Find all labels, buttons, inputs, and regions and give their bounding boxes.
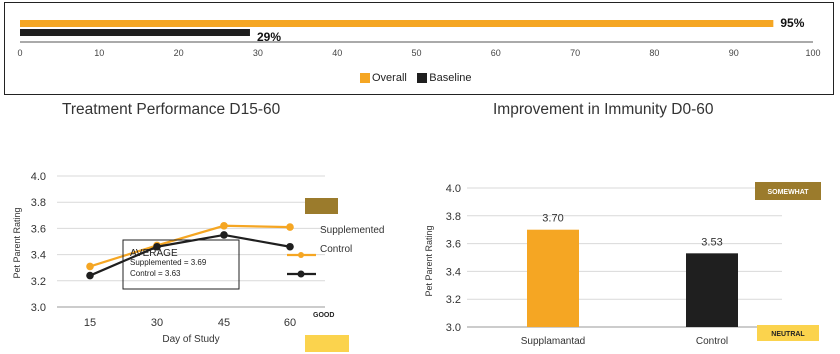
data-point-control xyxy=(286,242,294,251)
data-point-supplemented xyxy=(86,262,94,271)
scale-label-somewhat: SOMEWHAT xyxy=(767,189,809,196)
x-tick-label: 80 xyxy=(649,48,659,58)
bar-label-baseline: 29% xyxy=(257,30,281,44)
x-tick-label: 100 xyxy=(805,48,820,58)
bar-supplamantad xyxy=(527,229,579,327)
legend-item-overall: Overall xyxy=(360,72,407,84)
y-tick-label: 3.6 xyxy=(446,239,461,251)
bar-label-overall: 95% xyxy=(780,16,804,30)
y-tick-label: 3.2 xyxy=(446,294,461,306)
series-line-control xyxy=(89,233,291,277)
legend-label-supplemented: Supplemented xyxy=(320,225,385,236)
x-tick-label: 45 xyxy=(218,317,230,329)
y-axis-title: Pet Parent Rating xyxy=(12,207,22,278)
top-bar-chart: 95% 29% 0 10 20 30 40 50 60 70 80 90 100 xyxy=(17,16,820,58)
data-point-control xyxy=(220,231,228,239)
average-annotation-control: Control = 3.63 xyxy=(130,269,181,278)
y-tick-label: 4.0 xyxy=(446,183,461,195)
legend-label-control: Control xyxy=(320,244,352,255)
x-tick-label: 10 xyxy=(94,48,104,58)
data-point-control xyxy=(153,242,161,251)
y-tick-label: 3.2 xyxy=(31,276,46,288)
legend-label-baseline: Baseline xyxy=(429,72,472,84)
data-point-supplemented xyxy=(220,221,228,230)
legend-swatch-overall xyxy=(360,73,370,83)
x-tick-label: 60 xyxy=(491,48,501,58)
x-tick-label: 30 xyxy=(151,317,163,329)
x-tick-label: 30 xyxy=(253,48,263,58)
data-point-supplemented xyxy=(286,223,294,231)
x-category-label: Control xyxy=(696,336,728,347)
average-annotation-supplemented: Supplemented = 3.69 xyxy=(130,258,207,267)
x-tick-label: 90 xyxy=(729,48,739,58)
left-line-chart: 3.0 3.2 3.4 3.6 3.8 4.0 15 30 45 60 Day of Study Pe… xyxy=(12,171,385,352)
legend-marker-control xyxy=(297,270,305,278)
bar-data-label: 3.53 xyxy=(701,236,722,248)
scale-swatch-good xyxy=(305,335,349,352)
left-chart-title: Treatment Performance D15-60 xyxy=(62,101,281,118)
x-tick-label: 50 xyxy=(411,48,421,58)
legend-swatch-baseline xyxy=(417,73,428,83)
y-tick-label: 3.4 xyxy=(31,250,46,262)
bar-overall xyxy=(20,20,774,27)
right-chart-title: Improvement in Immunity D0-60 xyxy=(493,101,714,118)
y-tick-label: 3.0 xyxy=(31,302,46,314)
legend-marker-supplemented xyxy=(298,252,304,258)
top-chart-panel: 95% 29% 0 10 20 30 40 50 60 70 80 90 100 Overall Bas… xyxy=(4,2,834,95)
scale-label-good: GOOD xyxy=(313,312,334,319)
x-tick-label: 60 xyxy=(284,317,296,329)
x-tick-label: 0 xyxy=(17,48,22,58)
y-tick-label: 3.4 xyxy=(446,266,461,278)
bar-data-label: 3.70 xyxy=(542,213,563,225)
y-tick-label: 4.0 xyxy=(31,171,46,183)
x-tick-label: 15 xyxy=(84,317,96,329)
bar-control xyxy=(686,253,738,327)
x-category-label: Supplamantad xyxy=(521,336,586,347)
x-axis-title: Day of Study xyxy=(162,334,219,345)
scale-label-neutral: NEUTRAL xyxy=(771,331,805,338)
top-legend: Overall Baseline xyxy=(360,70,478,88)
bar-baseline xyxy=(20,29,250,36)
x-tick-label: 40 xyxy=(332,48,342,58)
legend-color-block xyxy=(305,198,338,214)
legend-item-baseline: Baseline xyxy=(417,72,472,84)
average-annotation-heading: AVERAGE xyxy=(130,248,178,259)
x-tick-label: 70 xyxy=(570,48,580,58)
x-tick-label: 20 xyxy=(174,48,184,58)
y-tick-label: 3.8 xyxy=(31,197,46,209)
scale-badge-somewhat xyxy=(755,182,821,200)
y-tick-label: 3.6 xyxy=(31,223,46,235)
y-axis-title: Pet Parent Rating xyxy=(424,225,434,296)
legend-label-overall: Overall xyxy=(372,72,407,84)
y-tick-label: 3.8 xyxy=(446,211,461,223)
right-bar-chart: 3.0 3.2 3.4 3.6 3.8 4.0 Pet Parent Rating 3.70 S… xyxy=(424,182,821,347)
data-point-control xyxy=(86,271,94,280)
y-tick-label: 3.0 xyxy=(446,322,461,334)
scale-badge-neutral xyxy=(757,325,819,341)
average-annotation-box xyxy=(122,239,240,290)
